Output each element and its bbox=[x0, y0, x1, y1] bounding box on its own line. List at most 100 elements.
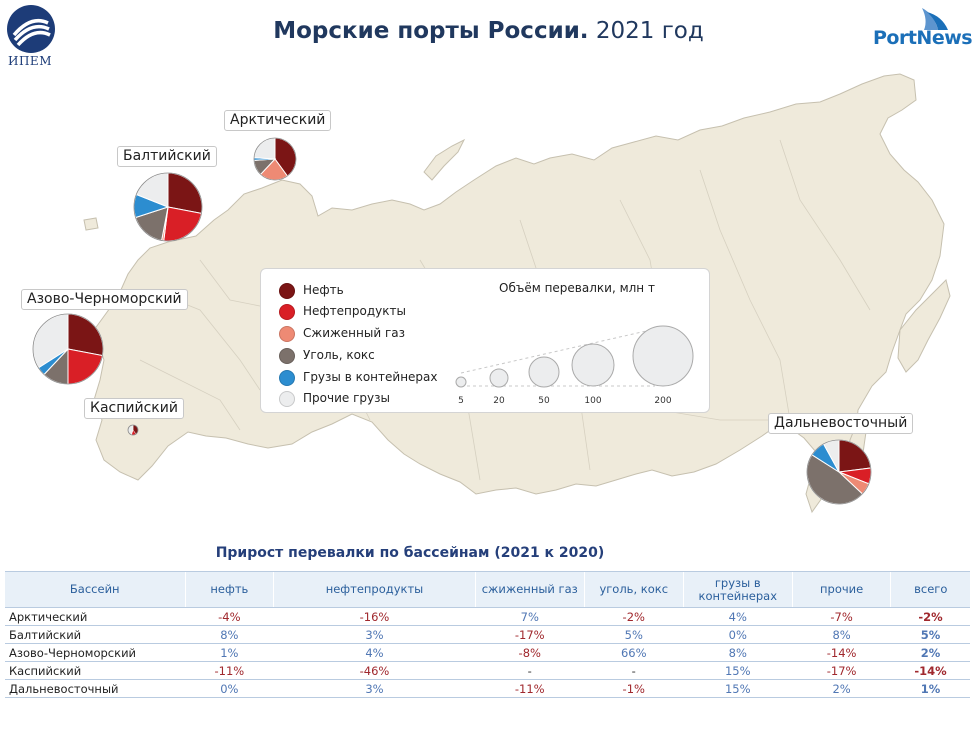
table-row: Каспийский -11% -46% - -15% -17% -14% bbox=[5, 661, 970, 680]
growth-value-cell: -11% bbox=[185, 661, 274, 680]
growth-value-cell: 1% bbox=[185, 643, 274, 662]
growth-value-cell: 1% bbox=[890, 679, 970, 698]
legend-swatch-oil bbox=[279, 282, 295, 299]
label-azov-black-sea: Азово-Черноморский bbox=[21, 289, 188, 310]
ipem-emblem-icon bbox=[7, 5, 55, 53]
legend-item-coal: Уголь, кокс bbox=[279, 346, 375, 364]
size-label-5: 5 bbox=[458, 396, 464, 406]
size-label-200: 200 bbox=[654, 396, 671, 406]
growth-value-cell: - bbox=[584, 661, 684, 680]
growth-value-cell: -17% bbox=[475, 625, 585, 644]
size-circle-100 bbox=[571, 343, 615, 387]
table-body: Арктический -4% -16% 7% -2% 4% -7% -2% Балтийски… bbox=[5, 607, 970, 698]
growth-value-cell: 15% bbox=[683, 679, 793, 698]
label-caspian: Каспийский bbox=[84, 398, 184, 419]
growth-value-cell: 8% bbox=[792, 625, 891, 644]
legend-item-containers: Грузы в контейнерах bbox=[279, 368, 438, 386]
legend-label-oil-products: Нефтепродукты bbox=[303, 304, 406, 318]
basin-name-cell: Балтийский bbox=[5, 625, 185, 644]
growth-value-cell: 3% bbox=[273, 625, 476, 644]
title-year: 2021 год bbox=[595, 18, 704, 44]
col-header-other: прочие bbox=[791, 571, 891, 608]
legend-swatch-oil-products bbox=[279, 303, 295, 320]
col-header-oil-products: нефтепродукты bbox=[273, 571, 476, 608]
growth-value-cell: 5% bbox=[584, 625, 684, 644]
col-header-coal: уголь, кокс bbox=[583, 571, 684, 608]
growth-value-cell: 5% bbox=[890, 625, 970, 644]
pie-caspian-outline bbox=[127, 424, 139, 436]
table-header-row: Бассейн нефть нефтепродукты сжиженный га… bbox=[5, 571, 970, 608]
growth-value-cell: -46% bbox=[273, 661, 476, 680]
size-label-100: 100 bbox=[584, 396, 601, 406]
growth-value-cell: 2% bbox=[792, 679, 891, 698]
pie-arctic-outline bbox=[253, 137, 297, 181]
growth-value-cell: -14% bbox=[792, 643, 891, 662]
growth-value-cell: -14% bbox=[890, 661, 970, 680]
title-bold: Морские порты России. bbox=[273, 18, 589, 44]
legend-swatch-containers bbox=[279, 369, 295, 386]
label-baltic: Балтийский bbox=[117, 146, 217, 167]
ipem-logo: ИПЕМ bbox=[6, 4, 56, 70]
col-header-lng: сжиженный газ bbox=[474, 571, 585, 608]
growth-value-cell: -8% bbox=[475, 643, 585, 662]
col-header-oil: нефть bbox=[184, 571, 274, 608]
size-circle-5 bbox=[455, 376, 467, 388]
legend-item-oil-products: Нефтепродукты bbox=[279, 302, 406, 320]
table-row: Дальневосточный 0% 3% -11% -1% 15% 2% 1% bbox=[5, 679, 970, 698]
legend-label-coal: Уголь, кокс bbox=[303, 348, 375, 362]
growth-value-cell: - bbox=[475, 661, 585, 680]
pie-azov-black-sea-slice-oil-products bbox=[67, 348, 103, 385]
growth-value-cell: 8% bbox=[185, 625, 274, 644]
size-legend-title: Объём перевалки, млн т bbox=[499, 281, 655, 295]
pie-azov-black-sea-slice-oil bbox=[67, 313, 104, 357]
kamchatka bbox=[897, 279, 951, 373]
legend-label-containers: Грузы в контейнерах bbox=[303, 370, 438, 384]
growth-value-cell: 0% bbox=[185, 679, 274, 698]
growth-value-cell: -2% bbox=[584, 607, 684, 626]
size-label-20: 20 bbox=[493, 396, 505, 406]
pie-far-east bbox=[806, 439, 872, 505]
growth-value-cell: 4% bbox=[273, 643, 476, 662]
kaliningrad bbox=[83, 217, 99, 231]
legend-label-other: Прочие грузы bbox=[303, 391, 390, 405]
table-title: Прирост перевалки по бассейнам (2021 к 2… bbox=[215, 545, 605, 561]
legend-swatch-coal bbox=[279, 347, 295, 364]
growth-value-cell: 3% bbox=[273, 679, 476, 698]
growth-value-cell: -16% bbox=[273, 607, 476, 626]
table-row: Арктический -4% -16% 7% -2% 4% -7% -2% bbox=[5, 607, 970, 626]
legend-item-lng: Сжиженный газ bbox=[279, 324, 405, 342]
ipem-logo-text: ИПЕМ bbox=[8, 54, 52, 68]
portnews-logo: PortNews bbox=[872, 6, 973, 50]
growth-value-cell: 66% bbox=[584, 643, 684, 662]
col-header-total: всего bbox=[890, 571, 970, 608]
basin-name-cell: Дальневосточный bbox=[5, 679, 185, 698]
growth-value-cell: 2% bbox=[890, 643, 970, 662]
pie-azov-black-sea-outline bbox=[32, 313, 104, 385]
legend-item-other: Прочие грузы bbox=[279, 389, 390, 407]
growth-value-cell: 8% bbox=[683, 643, 793, 662]
growth-value-cell: -11% bbox=[475, 679, 585, 698]
table-row: Балтийский 8% 3% -17% 5% 0% 8% 5% bbox=[5, 625, 970, 644]
pie-baltic-slice-oil bbox=[167, 172, 203, 214]
growth-value-cell: -4% bbox=[185, 607, 274, 626]
label-far-east: Дальневосточный bbox=[768, 413, 914, 434]
basin-name-cell: Каспийский bbox=[5, 661, 185, 680]
size-circle-200 bbox=[632, 325, 694, 387]
growth-value-cell: -17% bbox=[792, 661, 891, 680]
col-header-containers: грузы в контейнерах bbox=[682, 571, 793, 608]
sail-icon bbox=[922, 8, 948, 30]
col-header-basin: Бассейн bbox=[5, 571, 185, 608]
page-title: Морские порты России. 2021 год bbox=[0, 18, 977, 44]
label-arctic: Арктический bbox=[224, 110, 332, 131]
table-row: Азово-Черноморский 1% 4% -8% 66% 8% -14% 2% bbox=[5, 643, 970, 662]
legend-item-oil: Нефть bbox=[279, 281, 344, 299]
pie-far-east-outline bbox=[806, 439, 872, 505]
growth-table: Бассейн нефть нефтепродукты сжиженный га… bbox=[5, 571, 970, 698]
legend-swatch-lng bbox=[279, 325, 295, 342]
pie-far-east-slice-oil bbox=[838, 439, 872, 473]
legend-label-oil: Нефть bbox=[303, 283, 344, 297]
size-label-50: 50 bbox=[538, 396, 550, 406]
growth-value-cell: 7% bbox=[475, 607, 585, 626]
size-circle-20 bbox=[489, 368, 509, 388]
pie-caspian bbox=[127, 424, 139, 436]
